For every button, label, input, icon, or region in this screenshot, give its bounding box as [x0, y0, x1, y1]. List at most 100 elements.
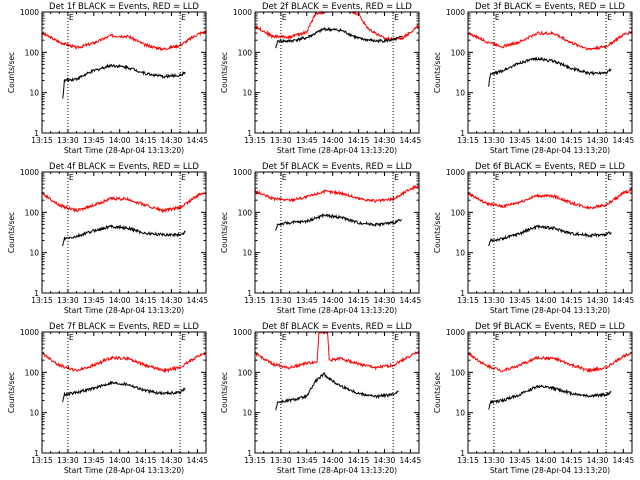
x-tick-label: 13:30: [57, 136, 79, 145]
y-axis-label: Counts/sec: [7, 212, 16, 253]
y-tick-label: 1: [247, 449, 252, 458]
black-series-line: [62, 63, 186, 99]
x-tick-label: 14:45: [400, 456, 422, 465]
x-tick-label: 14:15: [135, 456, 157, 465]
black-series-line: [488, 224, 612, 247]
x-tick-label: 13:45: [509, 136, 531, 145]
y-axis-label: Counts/sec: [220, 372, 229, 413]
x-tick-label: 14:15: [348, 456, 370, 465]
x-tick-label: 13:45: [83, 456, 105, 465]
chart-title: Det 7f BLACK = Events, RED = LLD: [49, 322, 199, 332]
x-tick-label: 13:45: [509, 296, 531, 305]
y-tick-label: 100: [451, 368, 466, 377]
x-tick-label: 14:00: [322, 296, 344, 305]
y-tick-label: 1: [460, 289, 465, 298]
y-tick-label: 10: [455, 249, 465, 258]
x-tick-label: 13:15: [244, 296, 266, 305]
x-tick-label: 14:00: [322, 456, 344, 465]
red-series-line: [467, 187, 633, 210]
x-axis-label: Start Time (28-Apr-04 13:13:20): [277, 466, 397, 475]
plot-frame: [467, 11, 633, 134]
x-tick-label: 13:15: [457, 296, 479, 305]
x-axis-label: Start Time (28-Apr-04 13:13:20): [490, 466, 610, 475]
event-marker-label: E: [394, 173, 399, 182]
red-series-line: [254, 331, 420, 371]
x-axis-label: Start Time (28-Apr-04 13:13:20): [64, 306, 184, 315]
y-axis-label: Counts/sec: [7, 52, 16, 93]
event-marker-label: E: [607, 13, 612, 22]
x-tick-label: 14:00: [535, 136, 557, 145]
x-axis-label: Start Time (28-Apr-04 13:13:20): [64, 146, 184, 155]
chart-title: Det 1f BLACK = Events, RED = LLD: [49, 2, 199, 12]
y-tick-label: 1000: [20, 8, 39, 17]
event-marker-label: E: [495, 13, 500, 22]
x-tick-label: 13:15: [457, 136, 479, 145]
y-tick-label: 1000: [446, 168, 465, 177]
chart-title: Det 9f BLACK = Events, RED = LLD: [475, 322, 625, 332]
red-series-line: [467, 30, 633, 51]
x-tick-label: 14:15: [135, 136, 157, 145]
y-tick-label: 1000: [446, 8, 465, 17]
y-tick-label: 1: [247, 289, 252, 298]
x-tick-label: 13:30: [483, 296, 505, 305]
x-tick-label: 14:30: [374, 296, 396, 305]
event-marker-label: E: [181, 173, 186, 182]
x-tick-label: 13:30: [270, 456, 292, 465]
x-tick-label: 14:45: [187, 296, 209, 305]
y-tick-label: 1000: [233, 328, 252, 337]
x-tick-label: 14:45: [613, 136, 635, 145]
y-axis-label: Counts/sec: [433, 372, 442, 413]
y-tick-label: 100: [238, 208, 253, 217]
y-tick-label: 100: [25, 368, 40, 377]
black-series-line: [62, 224, 186, 247]
y-tick-label: 10: [29, 89, 39, 98]
x-tick-label: 13:45: [296, 136, 318, 145]
x-axis-label: Start Time (28-Apr-04 13:13:20): [277, 146, 397, 155]
plot-frame: [254, 171, 420, 294]
x-tick-label: 13:45: [296, 456, 318, 465]
plot-frame: [41, 11, 207, 134]
x-tick-label: 14:15: [561, 296, 583, 305]
event-marker-label: E: [394, 333, 399, 342]
plot-frame: [467, 331, 633, 454]
red-series-line: [467, 351, 633, 374]
black-series-line: [275, 213, 402, 231]
y-tick-label: 100: [238, 48, 253, 57]
x-tick-label: 14:00: [535, 296, 557, 305]
plot-frame: [41, 171, 207, 294]
y-tick-label: 100: [25, 208, 40, 217]
y-axis-label: Counts/sec: [220, 52, 229, 93]
x-axis-label: Start Time (28-Apr-04 13:13:20): [490, 146, 610, 155]
y-axis-label: Counts/sec: [220, 212, 229, 253]
x-tick-label: 14:45: [613, 456, 635, 465]
x-tick-label: 13:15: [31, 136, 53, 145]
event-marker-label: E: [282, 333, 287, 342]
y-tick-label: 1000: [20, 168, 39, 177]
black-series-line: [488, 384, 612, 410]
event-marker-label: E: [282, 13, 287, 22]
y-tick-label: 1: [34, 289, 39, 298]
x-tick-label: 14:30: [161, 296, 183, 305]
y-tick-label: 10: [455, 409, 465, 418]
event-marker-label: E: [181, 13, 186, 22]
x-tick-label: 13:30: [57, 296, 79, 305]
y-tick-label: 10: [29, 409, 39, 418]
chart-title: Det 3f BLACK = Events, RED = LLD: [475, 2, 625, 12]
y-axis-label: Counts/sec: [7, 372, 16, 413]
chart-title: Det 6f BLACK = Events, RED = LLD: [475, 162, 625, 172]
black-series-line: [275, 372, 399, 411]
x-tick-label: 14:45: [187, 136, 209, 145]
x-tick-label: 13:30: [270, 296, 292, 305]
chart-title: Det 4f BLACK = Events, RED = LLD: [49, 162, 199, 172]
y-tick-label: 100: [25, 48, 40, 57]
y-tick-label: 10: [29, 249, 39, 258]
black-series-line: [275, 26, 403, 49]
